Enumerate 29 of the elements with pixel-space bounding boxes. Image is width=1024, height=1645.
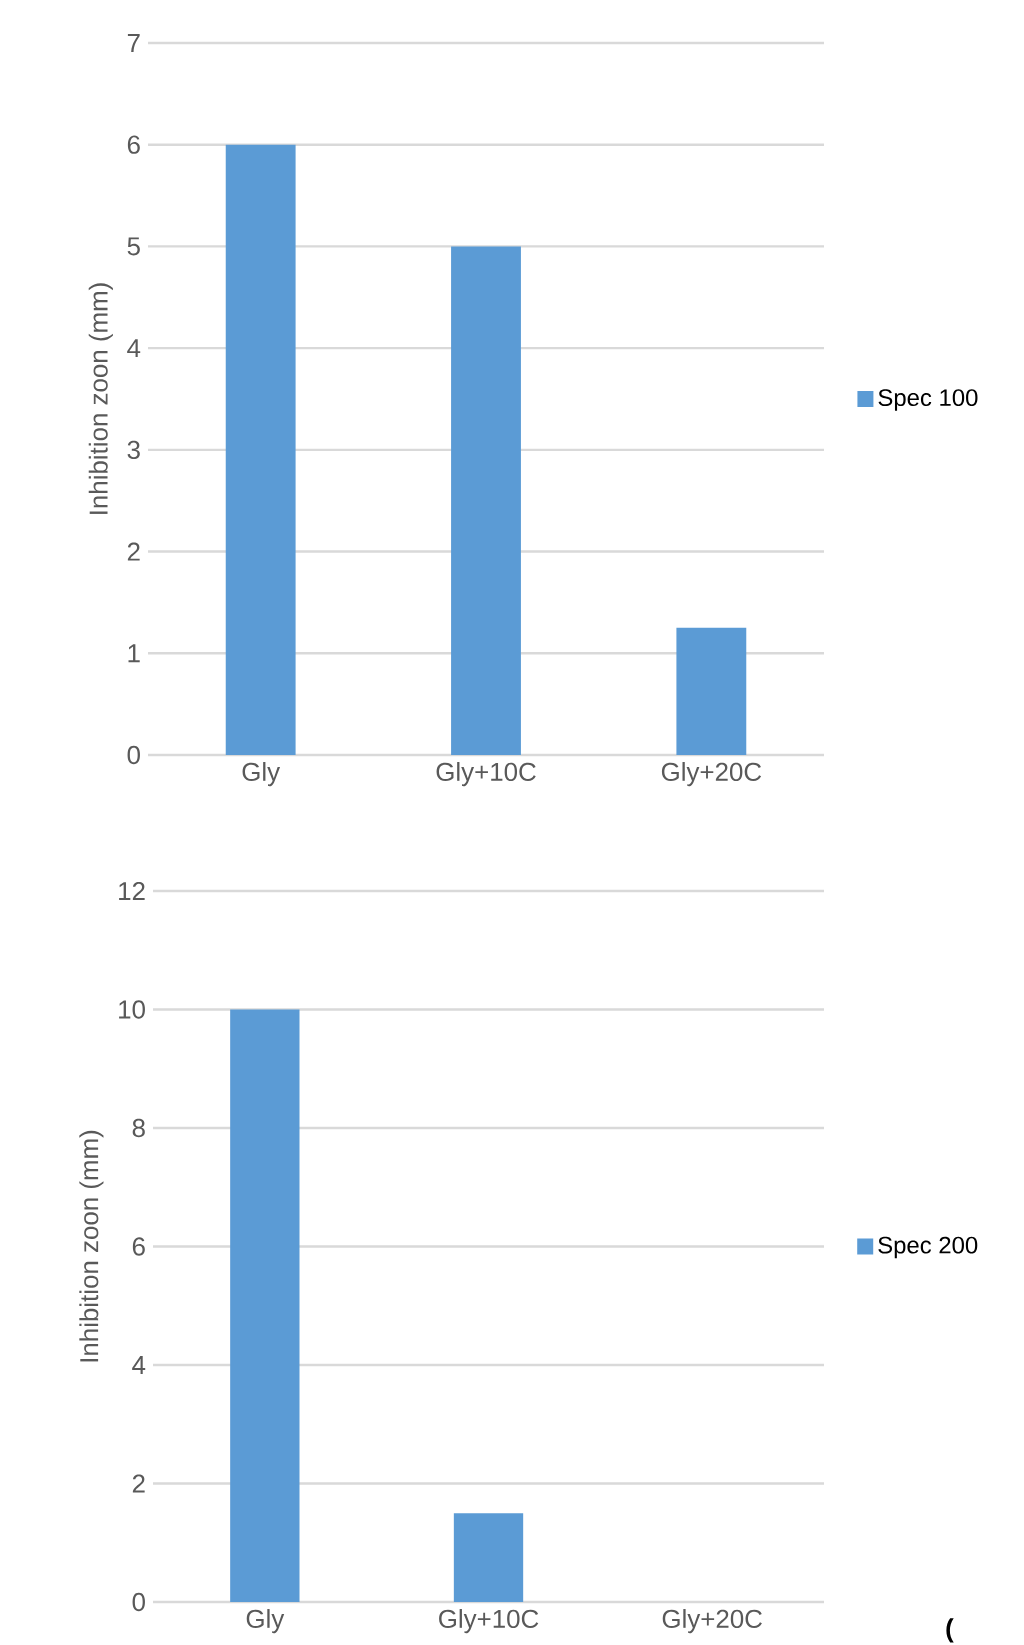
- y-tick-label: 1: [128, 644, 140, 663]
- x-tick-label: Gly: [242, 762, 281, 787]
- y-tick-label: 6: [132, 1237, 145, 1256]
- y-axis-title: Inhibition zoon (mm): [88, 283, 113, 514]
- y-tick-label: 0: [132, 1592, 145, 1612]
- y-tick-label: 5: [127, 237, 140, 256]
- y-axis-title: Inhibition zoon (mm): [79, 1130, 104, 1362]
- y-tick-label: 7: [127, 34, 140, 52]
- legend-label: Spec 200: [878, 1236, 978, 1259]
- x-tick-label: Gly+10C: [436, 762, 536, 787]
- y-tick-label: 0: [127, 745, 140, 765]
- y-tick-label: 3: [127, 440, 140, 460]
- y-tick-label: 2: [127, 542, 140, 561]
- x-tick-label: Gly+20C: [661, 762, 762, 787]
- x-tick-label: Gly+10C: [439, 1609, 539, 1634]
- x-tick-label: Gly+20C: [662, 1609, 762, 1634]
- y-tick-label: 2: [132, 1474, 145, 1493]
- y-tick-label: 8: [132, 1118, 145, 1138]
- text: (: [946, 1618, 954, 1643]
- bar: [676, 627, 747, 755]
- bar: [225, 144, 296, 755]
- legend-label: Spec 100: [878, 389, 978, 411]
- y-tick-label: 6: [127, 135, 140, 154]
- y-tick-label: 4: [127, 339, 141, 358]
- y-tick-label: 12: [119, 881, 145, 901]
- y-tick-label: 4: [132, 1356, 146, 1374]
- y-tick-label: 10: [119, 1000, 145, 1019]
- x-tick-label: Gly: [246, 1609, 285, 1634]
- bar: [451, 246, 521, 755]
